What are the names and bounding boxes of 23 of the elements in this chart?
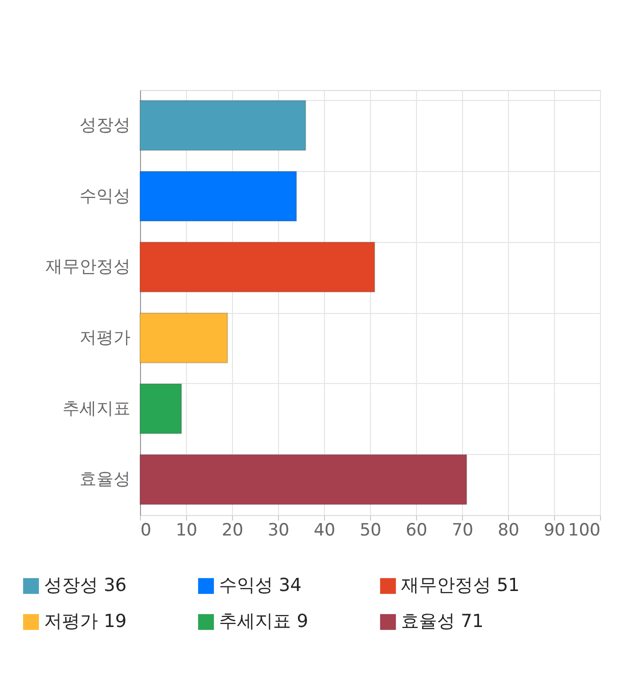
x-tick-label: 70 [452, 520, 474, 540]
legend-label: 추세지표 9 [219, 611, 308, 632]
x-tick-label: 80 [498, 520, 520, 540]
x-tick-label: 20 [222, 520, 244, 540]
legend-label: 저평가 19 [44, 611, 127, 632]
x-tick-label: 100 [568, 520, 600, 540]
x-tick-label: 90 [544, 520, 566, 540]
legend-label: 효율성 71 [401, 611, 484, 632]
x-tick-label: 50 [360, 520, 382, 540]
legend-label: 성장성 36 [44, 575, 127, 596]
y-tick-label: 성장성 [80, 115, 130, 136]
y-tick-label: 추세지표 [62, 398, 130, 419]
x-tick-label: 60 [406, 520, 428, 540]
x-tick-label: 10 [176, 520, 198, 540]
legend-label: 수익성 34 [219, 575, 302, 596]
y-tick-label: 효율성 [80, 470, 130, 490]
x-tick-label: 30 [268, 520, 290, 540]
y-tick-label: 재무안정성 [46, 257, 130, 278]
y-tick-label: 저평가 [80, 328, 130, 348]
x-tick-label: 40 [314, 520, 336, 540]
legend-label: 재무안정성 51 [401, 575, 520, 596]
y-tick-label: 수익성 [80, 186, 130, 206]
x-tick-label: 0 [140, 520, 152, 540]
